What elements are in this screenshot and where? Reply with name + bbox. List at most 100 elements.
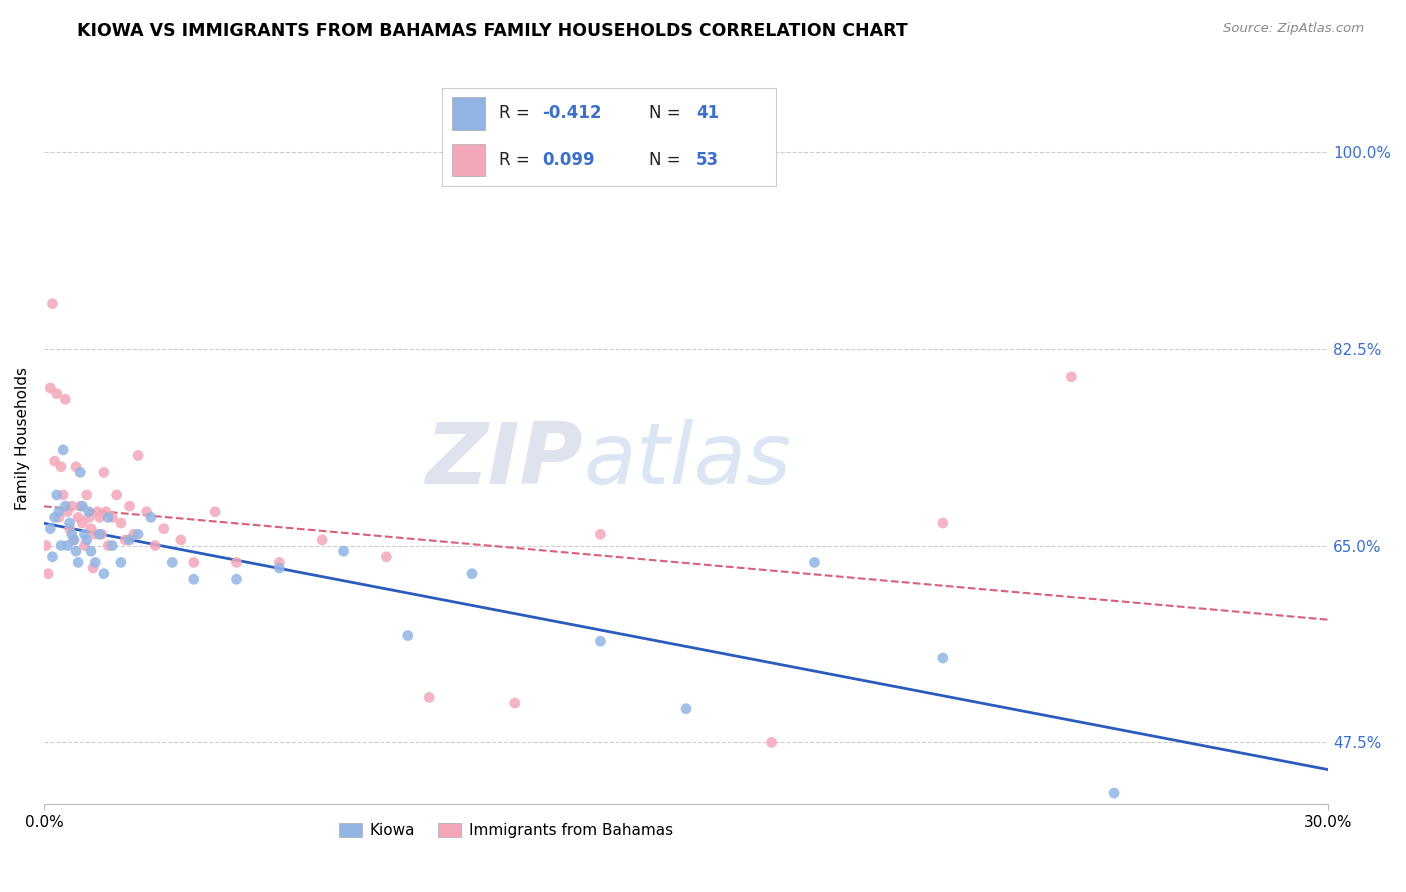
- Text: KIOWA VS IMMIGRANTS FROM BAHAMAS FAMILY HOUSEHOLDS CORRELATION CHART: KIOWA VS IMMIGRANTS FROM BAHAMAS FAMILY …: [77, 22, 908, 40]
- Point: [35, 539, 58, 553]
- Point: [84, 556, 107, 570]
- Point: [65, 459, 87, 474]
- Point: [90, 527, 112, 541]
- Point: [269, 556, 291, 570]
- Point: [44, 454, 66, 468]
- Point: [932, 651, 955, 665]
- Text: Source: ZipAtlas.com: Source: ZipAtlas.com: [1223, 22, 1364, 36]
- Point: [72, 516, 94, 530]
- Point: [114, 533, 136, 547]
- Point: [48, 505, 70, 519]
- Point: [76, 488, 98, 502]
- Text: ZIP: ZIP: [426, 419, 583, 502]
- Point: [37, 566, 59, 581]
- Point: [58, 516, 80, 530]
- Point: [143, 539, 166, 553]
- Point: [503, 696, 526, 710]
- Point: [67, 510, 90, 524]
- Point: [89, 510, 111, 524]
- Point: [118, 499, 141, 513]
- Point: [269, 561, 291, 575]
- Point: [69, 466, 91, 480]
- Point: [101, 539, 124, 553]
- Point: [48, 510, 70, 524]
- Point: [56, 505, 79, 519]
- Point: [73, 527, 96, 541]
- Point: [72, 499, 94, 513]
- Point: [675, 701, 697, 715]
- Point: [225, 572, 247, 586]
- Point: [803, 556, 825, 570]
- Point: [122, 527, 145, 541]
- Point: [49, 459, 72, 474]
- Point: [94, 505, 117, 519]
- Point: [76, 533, 98, 547]
- Point: [461, 566, 484, 581]
- Point: [311, 533, 333, 547]
- Point: [52, 488, 75, 502]
- Point: [44, 510, 66, 524]
- Point: [56, 539, 79, 553]
- Point: [93, 566, 115, 581]
- Point: [86, 505, 108, 519]
- Point: [396, 628, 419, 642]
- Point: [39, 381, 62, 395]
- Point: [101, 510, 124, 524]
- Point: [139, 510, 162, 524]
- Point: [80, 522, 103, 536]
- Point: [58, 522, 80, 536]
- Point: [53, 392, 76, 407]
- Point: [127, 527, 149, 541]
- Point: [589, 634, 612, 648]
- Point: [332, 544, 354, 558]
- Point: [52, 442, 75, 457]
- Point: [152, 522, 174, 536]
- Point: [89, 527, 111, 541]
- Point: [77, 510, 100, 524]
- Point: [932, 516, 955, 530]
- Point: [375, 549, 398, 564]
- Y-axis label: Family Households: Family Households: [15, 368, 30, 510]
- Point: [162, 556, 184, 570]
- Point: [183, 572, 205, 586]
- Point: [69, 499, 91, 513]
- Point: [589, 527, 612, 541]
- Point: [135, 505, 157, 519]
- Point: [204, 505, 226, 519]
- Point: [53, 499, 76, 513]
- Point: [67, 556, 90, 570]
- Point: [761, 735, 783, 749]
- Point: [80, 544, 103, 558]
- Point: [418, 690, 440, 705]
- Point: [110, 516, 132, 530]
- Point: [41, 296, 63, 310]
- Point: [45, 386, 67, 401]
- Point: [183, 556, 205, 570]
- Text: atlas: atlas: [583, 419, 792, 502]
- Point: [63, 533, 86, 547]
- Point: [127, 449, 149, 463]
- Point: [73, 539, 96, 553]
- Point: [65, 544, 87, 558]
- Point: [39, 522, 62, 536]
- Point: [118, 533, 141, 547]
- Point: [82, 561, 104, 575]
- Point: [60, 527, 83, 541]
- Legend: Kiowa, Immigrants from Bahamas: Kiowa, Immigrants from Bahamas: [333, 816, 679, 844]
- Point: [93, 466, 115, 480]
- Point: [49, 539, 72, 553]
- Point: [41, 549, 63, 564]
- Point: [60, 499, 83, 513]
- Point: [84, 527, 107, 541]
- Point: [45, 488, 67, 502]
- Point: [63, 533, 86, 547]
- Point: [225, 556, 247, 570]
- Point: [97, 539, 120, 553]
- Point: [170, 533, 193, 547]
- Point: [1060, 369, 1083, 384]
- Point: [105, 488, 128, 502]
- Point: [110, 556, 132, 570]
- Point: [97, 510, 120, 524]
- Point: [77, 505, 100, 519]
- Point: [1102, 786, 1125, 800]
